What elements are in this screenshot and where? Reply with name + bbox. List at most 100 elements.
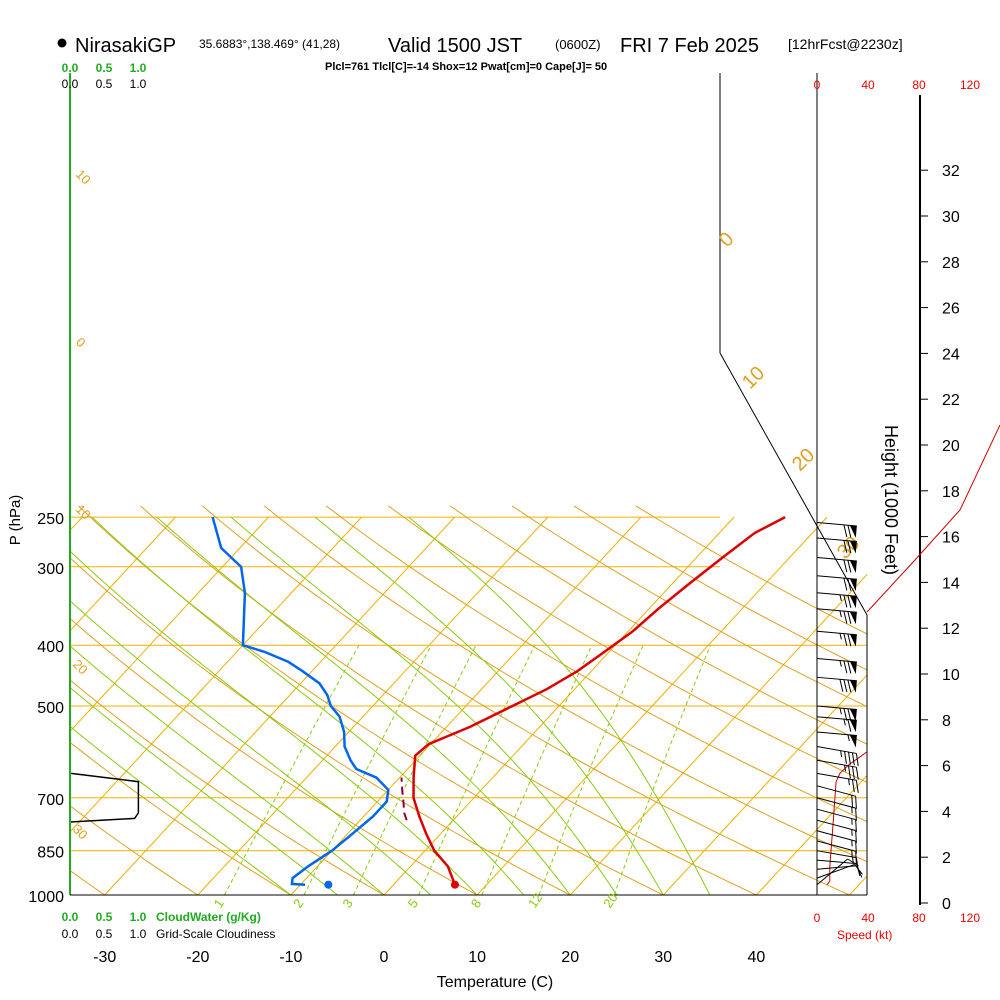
temperature-tick-label: 10: [468, 949, 486, 966]
pressure-tick-label: 400: [37, 639, 64, 656]
wind-barb-full: [847, 708, 852, 722]
wind-barb-flag: [849, 560, 857, 573]
dry-adiabat-line: [70, 805, 199, 895]
wind-barb-full: [855, 857, 859, 871]
dry-adiabat-line: [511, 505, 867, 708]
wind-barb-full: [848, 751, 851, 765]
surface-temperature-point: [450, 880, 459, 889]
height-tick-label: 6: [942, 759, 951, 776]
wind-barb: [816, 557, 857, 573]
wind-barb-staff: [816, 808, 856, 821]
wind-barb: [816, 575, 857, 592]
isotherm-line: [662, 674, 867, 895]
wind-barb-half: [839, 610, 842, 618]
wind-barb-half: [840, 750, 843, 757]
isotherm-line: [849, 875, 867, 895]
dry-adiabat-line: [263, 505, 867, 863]
valid-date: FRI 7 Feb 2025: [620, 35, 759, 57]
wind-barb-flag: [849, 525, 857, 538]
moist-adiabat-line: [91, 516, 524, 895]
moist-adiabat-line: [70, 686, 338, 895]
valid-time: Valid 1500 JST: [388, 35, 522, 57]
wind-barb-flag: [849, 708, 857, 722]
speed-tick-label-top: 80: [912, 78, 926, 92]
moist-adiabat-line: [70, 725, 292, 895]
moist-adiabat-line: [70, 600, 431, 895]
surface-dewpoint-point: [324, 880, 333, 889]
wind-barb-flag: [849, 595, 857, 609]
isotherm-line: [476, 516, 828, 895]
wind-barb-staff: [816, 840, 856, 852]
moist-adiabat-line: [230, 516, 618, 895]
temperature-line: [412, 515, 786, 886]
wind-barb-full: [843, 633, 848, 646]
wind-barb-full: [851, 766, 855, 780]
wind-barb: [816, 759, 859, 780]
isotherm-line: [70, 516, 362, 833]
wind-barb-staff: [816, 865, 857, 870]
mixing-ratio-line: [303, 644, 432, 895]
speed-tick-label-bottom: 120: [960, 911, 980, 925]
wind-barb-staff: [816, 575, 857, 580]
pressure-tick-label: 700: [37, 792, 64, 809]
height-axis-title: Height (1000 Feet): [881, 425, 901, 575]
wind-barb-full: [847, 525, 852, 538]
mixing-ratio-label: 2: [290, 896, 306, 911]
pressure-tick-label: 850: [37, 845, 64, 862]
dry-adiabat-line: [70, 741, 292, 895]
wind-barb: [816, 840, 857, 864]
wind-barb-staff: [816, 830, 856, 842]
wind-barb-flag: [849, 719, 857, 733]
wind-barb-staff: [816, 859, 857, 865]
cloudiness-tick-label-bottom: 0.0: [62, 927, 79, 941]
pressure-tick-label: 500: [37, 700, 64, 717]
wind-barb-full: [855, 796, 857, 809]
wind-barb: [816, 830, 857, 854]
cloudwater-tick-label-bottom: 1.0: [130, 910, 147, 924]
y-axis-title: P (hPa): [7, 495, 24, 546]
station-marker-icon: [57, 38, 67, 48]
wind-barb: [816, 819, 857, 844]
wind-barb-staff: [816, 746, 857, 754]
wind-barb-full: [843, 679, 848, 693]
cloudiness-tick-label-top: 0.5: [96, 77, 113, 91]
wind-barb-full: [855, 780, 859, 793]
stability-indices: Plcl=761 Tlcl[C]=-14 Shox=12 Pwat[cm]=0 …: [325, 61, 607, 73]
wind-barb: [816, 746, 859, 767]
cloudwater-tick-label-bottom: 0.5: [96, 910, 113, 924]
wind-barb-full: [847, 540, 852, 554]
height-tick-label: 10: [942, 667, 960, 684]
wind-barb-full: [855, 830, 857, 844]
wind-barb-half: [851, 856, 854, 864]
height-tick-label: 24: [942, 346, 960, 363]
wind-barb-half: [847, 734, 850, 741]
cloudiness-title: Grid-Scale Cloudiness: [156, 927, 275, 941]
dry-adiabat-line: [202, 505, 851, 895]
wind-barb-full: [847, 719, 852, 732]
height-tick-label: 12: [942, 621, 960, 638]
temperature-tick-label: -10: [279, 949, 302, 966]
dry-adiabat-line: [449, 505, 867, 745]
left-theta-label: 20: [70, 657, 91, 678]
x-axis-title: Temperature (C): [437, 974, 553, 991]
temperature-tick-label: -20: [186, 949, 209, 966]
wind-barb-staff: [816, 819, 856, 832]
wind-barb: [816, 797, 857, 821]
mixing-ratio-label: 8: [468, 896, 484, 911]
wind-barb: [816, 592, 857, 609]
mixing-ratio-line: [538, 644, 644, 895]
dry-adiabat-line: [573, 505, 867, 671]
temperature-tick-label: -30: [93, 949, 116, 966]
wind-speed-tail: [866, 424, 1000, 613]
wind-barb-staff: [816, 850, 857, 859]
cloudiness-profile-line: [70, 772, 140, 823]
wind-barb-full: [847, 679, 852, 693]
wind-barb: [816, 630, 857, 647]
wind-barb: [816, 772, 859, 793]
wind-barb-half: [839, 633, 842, 640]
height-tick-label: 4: [942, 804, 951, 821]
wind-barb: [816, 521, 857, 538]
dewpoint-line: [211, 516, 390, 886]
left-theta-label: 10: [73, 502, 94, 523]
wind-barb-full: [851, 795, 854, 808]
